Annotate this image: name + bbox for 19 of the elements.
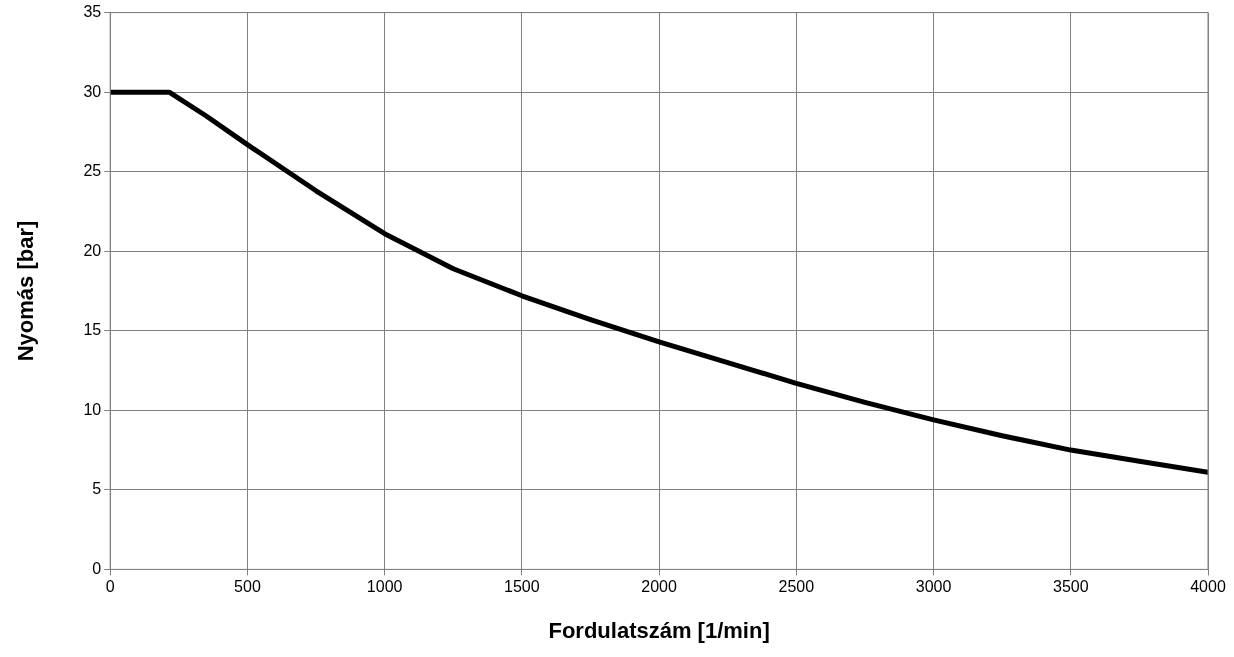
x-tick-label: 2000 (641, 578, 677, 596)
x-tick-label: 500 (234, 578, 261, 596)
y-tick-label: 25 (83, 162, 102, 180)
y-tick-label: 30 (83, 82, 102, 100)
x-axis-title: Fordulatszám [1/min] (548, 617, 770, 643)
x-tick-label: 3000 (915, 578, 952, 596)
x-tick-label: 1000 (366, 578, 403, 596)
x-tick-label: 0 (105, 578, 115, 596)
y-axis-title: Nyomás [bar] (13, 220, 39, 362)
x-tick-label: 2500 (778, 578, 815, 596)
y-tick-label: 35 (83, 3, 102, 21)
x-tick-label: 4000 (1190, 578, 1226, 596)
y-tick-label: 10 (83, 400, 102, 418)
y-tick-label: 15 (83, 321, 102, 339)
y-tick-label: 0 (92, 559, 102, 577)
y-tick-label: 5 (92, 480, 102, 498)
x-tick-label: 3500 (1052, 578, 1089, 596)
y-tick-label: 20 (83, 241, 102, 259)
x-tick-label: 1500 (504, 578, 540, 596)
